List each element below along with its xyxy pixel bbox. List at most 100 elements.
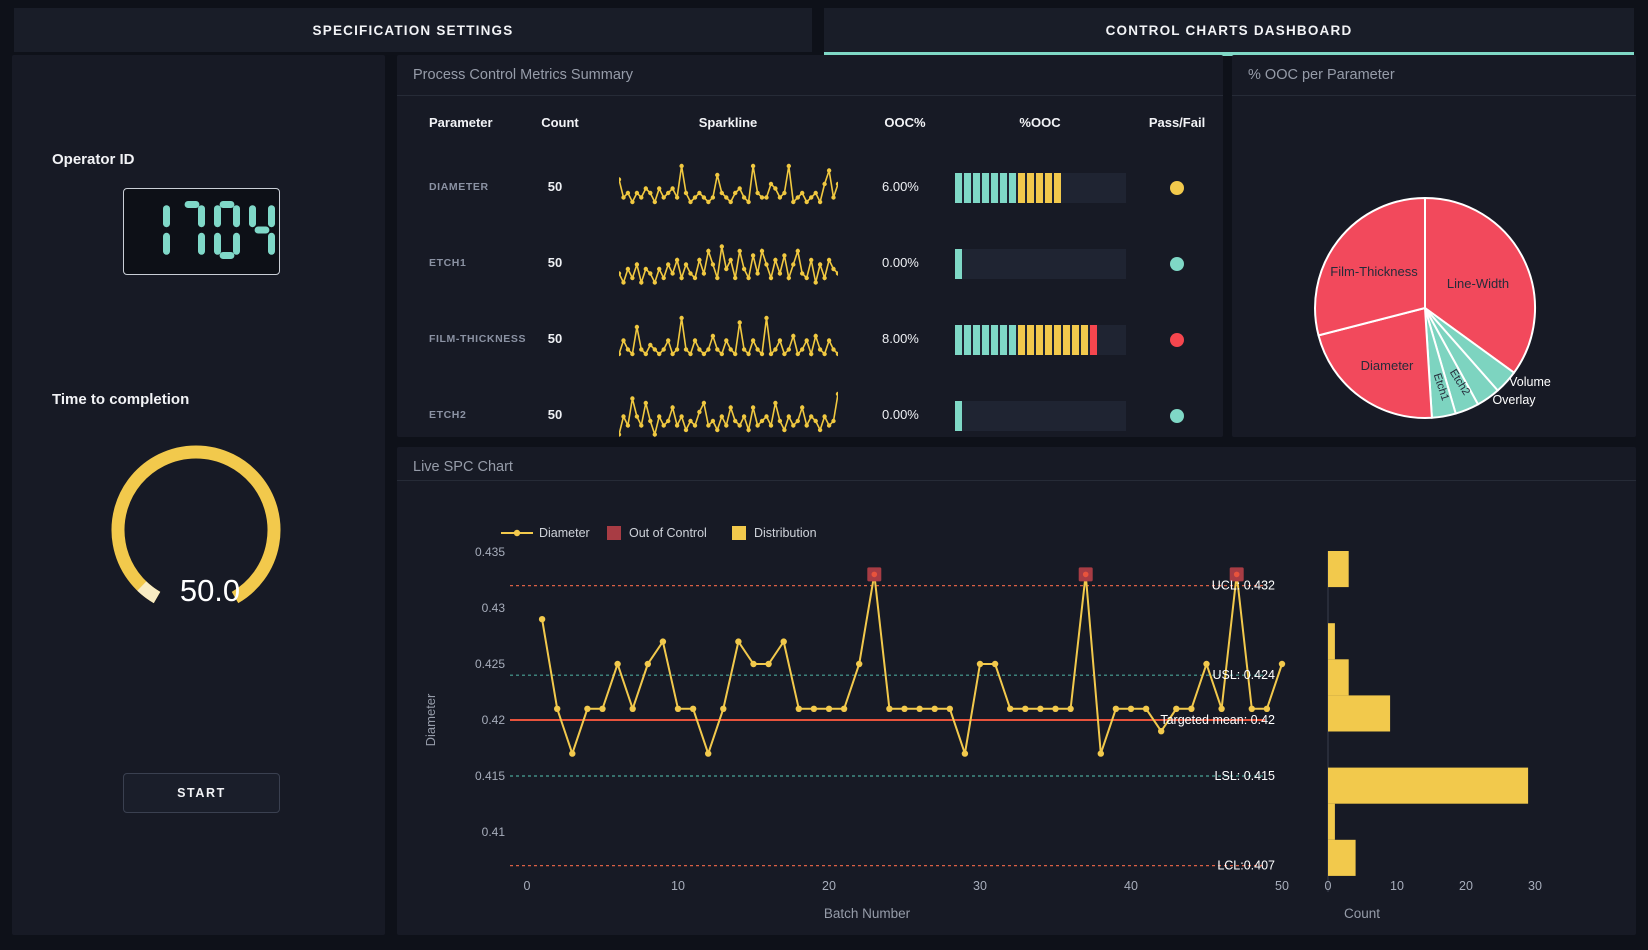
seven-segment-digits bbox=[163, 201, 275, 259]
pass-fail-dot bbox=[1170, 257, 1184, 271]
spc-point bbox=[901, 705, 908, 712]
spc-point bbox=[931, 705, 938, 712]
sparkline-svg bbox=[616, 315, 841, 357]
bar-segment bbox=[1000, 325, 1007, 355]
sidebar: Operator ID Time to completion 50.0 STAR… bbox=[12, 55, 385, 935]
ooc-pie-chart[interactable]: Line-WidthVolumeOverlayEtch2Etch1Diamete… bbox=[1232, 96, 1636, 436]
spc-point bbox=[1067, 705, 1074, 712]
spc-point bbox=[1278, 660, 1286, 668]
spc-point bbox=[1248, 705, 1255, 712]
spc-point bbox=[976, 660, 984, 668]
spc-point bbox=[886, 705, 893, 712]
y-tick-label: 0.42 bbox=[482, 713, 506, 727]
spc-point bbox=[569, 750, 576, 757]
sparkline-svg bbox=[616, 163, 841, 205]
pie-slice-label: Volume bbox=[1509, 375, 1551, 389]
sparkline-chart bbox=[616, 387, 841, 450]
bar-segment bbox=[1027, 325, 1034, 355]
operator-id-display[interactable] bbox=[123, 188, 280, 275]
x-tick-label: 20 bbox=[822, 879, 836, 893]
spc-line-series bbox=[541, 574, 1283, 757]
hist-tick-label: 10 bbox=[1390, 879, 1404, 893]
ooc-progress-bar bbox=[955, 325, 1126, 355]
bar-segment bbox=[1063, 325, 1070, 355]
y-tick-label: 0.415 bbox=[475, 769, 505, 783]
bar-segment bbox=[1045, 173, 1052, 203]
out-of-control-dot bbox=[1082, 571, 1089, 578]
spc-point bbox=[705, 750, 712, 757]
ooc-progress-bar bbox=[955, 249, 1126, 279]
count-value: 50 bbox=[547, 331, 563, 346]
start-button[interactable]: START bbox=[123, 773, 280, 813]
x-tick-label: 40 bbox=[1124, 879, 1138, 893]
pass-fail-dot bbox=[1170, 333, 1184, 347]
tab-label: CONTROL CHARTS DASHBOARD bbox=[1105, 22, 1353, 38]
table-row: ETCH1 50 0.00% bbox=[397, 226, 1223, 302]
spc-point bbox=[946, 705, 953, 712]
control-line-label: LSL: 0.415 bbox=[1215, 769, 1276, 783]
bar-segment bbox=[1027, 173, 1034, 203]
bar-segment bbox=[955, 173, 962, 203]
pie-slice-label: Diameter bbox=[1361, 358, 1414, 373]
spc-point bbox=[1173, 705, 1180, 712]
col-ooc-pct: OOC% bbox=[884, 115, 926, 130]
completion-gauge: 50.0 bbox=[111, 445, 281, 608]
histogram-bar bbox=[1328, 767, 1529, 804]
spc-point bbox=[644, 660, 651, 668]
spc-point bbox=[614, 660, 621, 668]
bar-segment bbox=[1018, 173, 1025, 203]
col-count: Count bbox=[541, 115, 579, 130]
gauge-arc bbox=[111, 445, 281, 604]
spc-legend[interactable]: Diameter Out of Control Distribution bbox=[501, 526, 817, 540]
spc-point bbox=[720, 705, 727, 712]
bar-segment bbox=[991, 325, 998, 355]
spc-point bbox=[538, 616, 546, 623]
tab-specification-settings[interactable]: SPECIFICATION SETTINGS bbox=[14, 8, 812, 52]
spc-point bbox=[916, 705, 923, 712]
bar-segment bbox=[1054, 173, 1061, 203]
spc-chart[interactable]: Diameter Out of Control Distribution0.4350… bbox=[397, 487, 1636, 933]
spc-point bbox=[584, 705, 591, 712]
metrics-summary-panel: Process Control Metrics Summary Paramete… bbox=[397, 55, 1223, 438]
x-axis-title: Batch Number bbox=[824, 906, 911, 921]
legend-label[interactable]: Diameter bbox=[539, 526, 590, 540]
hist-axis-title: Count bbox=[1344, 906, 1380, 921]
bar-segment bbox=[991, 173, 998, 203]
count-value: 50 bbox=[547, 255, 563, 270]
spc-point bbox=[825, 705, 833, 712]
histogram-bar bbox=[1328, 803, 1335, 840]
metrics-panel-title: Process Control Metrics Summary bbox=[413, 67, 633, 83]
divider bbox=[397, 480, 1636, 481]
spc-point bbox=[840, 705, 848, 712]
legend-label[interactable]: Distribution bbox=[754, 526, 817, 540]
histogram-bar bbox=[1328, 623, 1335, 660]
legend-label[interactable]: Out of Control bbox=[629, 526, 707, 540]
spc-point bbox=[599, 705, 606, 712]
pie-slice-label: Film-Thickness bbox=[1330, 264, 1418, 279]
ooc-progress-bar bbox=[955, 401, 1126, 431]
spc-point bbox=[1188, 705, 1195, 712]
spc-point bbox=[1052, 705, 1059, 712]
x-tick-label: 50 bbox=[1275, 879, 1289, 893]
histogram-bar bbox=[1328, 551, 1349, 588]
spc-point bbox=[856, 660, 863, 668]
parameter-label: ETCH1 bbox=[429, 257, 467, 269]
spc-point bbox=[1142, 705, 1150, 712]
spc-point bbox=[1127, 705, 1135, 712]
tab-control-charts-dashboard[interactable]: CONTROL CHARTS DASHBOARD bbox=[824, 8, 1634, 56]
parameter-label: ETCH2 bbox=[429, 409, 467, 421]
spc-point bbox=[629, 705, 636, 712]
spc-point bbox=[554, 705, 561, 712]
spc-point bbox=[1037, 705, 1044, 712]
spc-panel: Live SPC Chart Diameter Out of Control Dis… bbox=[397, 447, 1636, 935]
count-value: 50 bbox=[547, 179, 563, 194]
bar-segment bbox=[964, 173, 971, 203]
bar-segment bbox=[955, 325, 962, 355]
histogram-bar bbox=[1328, 659, 1349, 696]
control-line-label: USL: 0.424 bbox=[1212, 668, 1275, 682]
sparkline-svg bbox=[616, 391, 841, 438]
spc-point bbox=[795, 705, 802, 712]
control-line-label: Targeted mean: 0.42 bbox=[1160, 713, 1275, 727]
spc-point bbox=[1097, 750, 1104, 757]
start-button-label: START bbox=[177, 786, 226, 800]
